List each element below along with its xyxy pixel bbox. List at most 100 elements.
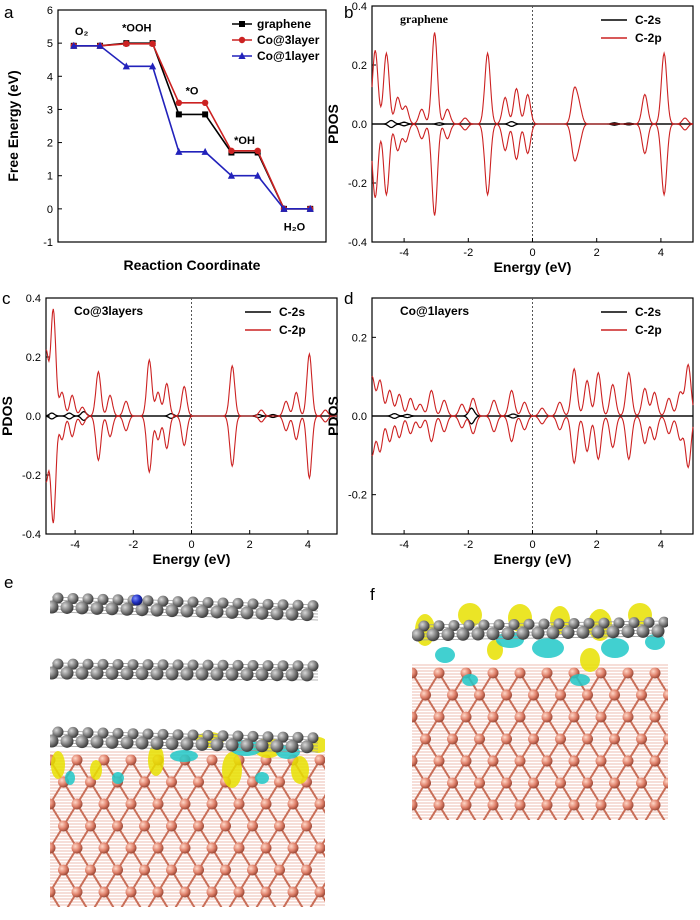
carbon-atom (240, 738, 254, 752)
carbon-atom (516, 626, 530, 640)
panel-title: Co@3layers (74, 304, 143, 318)
cobalt-atom (595, 799, 607, 811)
cobalt-atom (85, 776, 96, 788)
legend-label: C-2p (279, 323, 306, 337)
carbon-atom (105, 666, 119, 680)
carbon-atom (75, 601, 89, 615)
graphene-bond (51, 599, 319, 609)
cobalt-atom (125, 886, 137, 898)
ytick-label: 2 (47, 138, 53, 150)
data-point (201, 147, 209, 155)
cobalt-atom (568, 711, 580, 723)
cobalt-bond (50, 760, 51, 762)
cobalt-bond (334, 826, 348, 848)
cobalt-atom (233, 798, 245, 810)
cobalt-bond (412, 761, 413, 763)
carbon-atom (210, 667, 224, 681)
legend-label: graphene (257, 17, 311, 31)
carbon-atom (255, 668, 269, 682)
cobalt-atom (328, 777, 339, 788)
legend-label: Co@1layer (257, 49, 320, 63)
cobalt-atom (125, 798, 137, 810)
carbon-atom (60, 734, 74, 748)
cobalt-atom (314, 798, 325, 810)
carbon-atom (628, 617, 640, 629)
cobalt-atom (314, 842, 325, 854)
ytick-label: -0.2 (348, 178, 367, 190)
cobalt-atom (460, 711, 472, 723)
cobalt-atom (663, 777, 668, 789)
carbon-atom (127, 728, 139, 740)
carbon-atom (52, 658, 64, 670)
carbon-atom (120, 667, 134, 681)
cobalt-atom (71, 754, 83, 766)
cobalt-atom (514, 755, 526, 767)
carbon-atom (636, 624, 650, 638)
carbon-atom (202, 729, 214, 741)
cobalt-atom (582, 777, 593, 789)
cobalt-atom (541, 799, 553, 811)
cobalt-atom (166, 864, 177, 876)
carbon-atom (255, 606, 269, 620)
cobalt-atom (555, 733, 566, 745)
cobalt-atom (247, 820, 258, 832)
carbon-atom (82, 593, 94, 605)
carbon-atom (127, 659, 139, 671)
data-point (306, 204, 314, 212)
cobalt-bond (667, 739, 668, 741)
xtick-label: -2 (128, 539, 138, 551)
carbon-atom (262, 660, 274, 672)
cobalt-atom (636, 777, 647, 789)
x-axis-title: Energy (eV) (153, 551, 231, 567)
carbon-atom (658, 616, 668, 628)
cobalt-atom (474, 689, 485, 701)
data-point (228, 147, 235, 155)
carbon-atom (225, 667, 239, 681)
xtick-label: -2 (463, 247, 473, 259)
carbon-atom (463, 619, 475, 631)
ytick-label: -0.2 (348, 490, 367, 502)
carbon-atom (217, 597, 229, 609)
cobalt-atom (474, 777, 485, 789)
carbon-atom (307, 660, 319, 672)
data-point (227, 171, 236, 179)
series-curve-C-2p-down (45, 415, 337, 524)
carbon-atom (187, 729, 199, 741)
carbon-atom (448, 620, 460, 632)
carbon-atom (247, 659, 259, 671)
xtick-label: -4 (70, 539, 80, 551)
cobalt-atom (247, 864, 258, 876)
xtick-label: 0 (529, 247, 535, 259)
cobalt-atom (460, 799, 472, 811)
cobalt-atom (412, 755, 418, 767)
cobalt-atom (233, 886, 245, 898)
carbon-atom (561, 626, 575, 640)
carbon-atom (247, 598, 259, 610)
cobalt-atom (487, 711, 499, 723)
cobalt-atom (622, 667, 634, 679)
carbon-atom (277, 599, 289, 611)
charge-density-blob (170, 750, 198, 762)
annotation-label: *OH (234, 135, 255, 147)
carbon-atom (255, 739, 269, 753)
cobalt-atom (139, 864, 150, 876)
data-point (175, 99, 183, 107)
carbon-atom (300, 740, 314, 754)
carbon-atom (412, 628, 425, 642)
graphene-bond (51, 733, 319, 741)
cobalt-atom (447, 777, 458, 789)
data-point (96, 41, 104, 49)
carbon-atom (67, 726, 79, 738)
panel-letter-a: a (4, 3, 14, 22)
graphene-bond (51, 662, 319, 666)
cobalt-atom (609, 777, 620, 789)
ytick-label: 4 (47, 71, 53, 83)
carbon-atom (172, 659, 184, 671)
carbon-atom (433, 620, 445, 632)
ytick-label: 0.4 (26, 293, 41, 305)
cobalt-atom (98, 754, 110, 766)
cobalt-atom (487, 799, 499, 811)
xtick-label: 4 (658, 539, 664, 551)
cobalt-atom (568, 799, 580, 811)
